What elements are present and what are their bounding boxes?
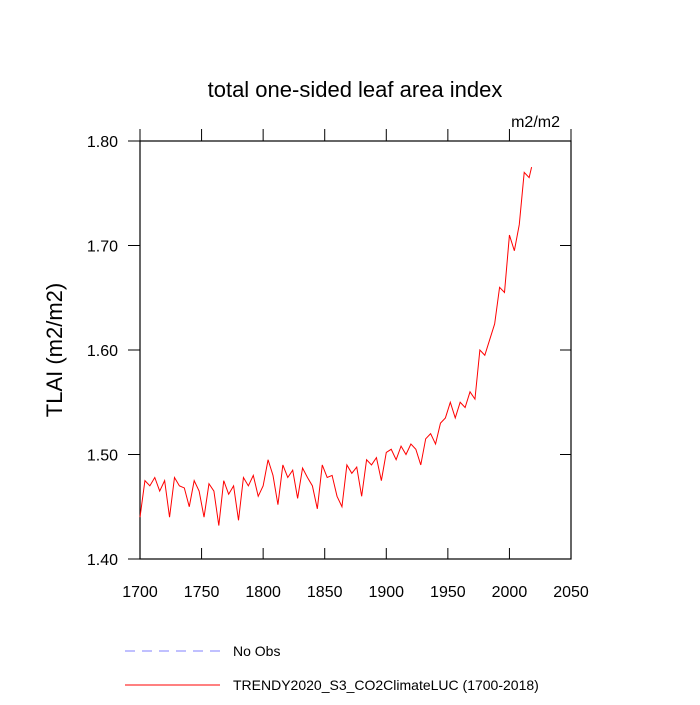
x-tick-label: 2000: [492, 584, 528, 601]
y-tick-label: 1.80: [87, 134, 118, 151]
x-tick-label: 2050: [553, 584, 589, 601]
y-tick-label: 1.60: [87, 343, 118, 360]
data-line: [139, 167, 533, 526]
legend-label: No Obs: [233, 643, 280, 659]
y-axis-label: TLAI (m2/m2): [42, 283, 67, 417]
plot-frame: [139, 140, 572, 560]
x-tick-label: 1850: [307, 584, 343, 601]
x-tick-label: 1750: [184, 584, 220, 601]
x-tick-label: 1900: [368, 584, 404, 601]
x-tick-label: 1950: [430, 584, 466, 601]
y-tick-label: 1.40: [87, 552, 118, 569]
x-tick-label: 1700: [122, 584, 158, 601]
y-tick-label: 1.70: [87, 239, 118, 256]
legend-label: TRENDY2020_S3_CO2ClimateLUC (1700-2018): [233, 677, 539, 693]
chart-title: total one-sided leaf area index: [208, 77, 503, 102]
units-label: m2/m2: [511, 114, 560, 131]
x-tick-label: 1800: [245, 584, 281, 601]
y-tick-label: 1.50: [87, 448, 118, 465]
